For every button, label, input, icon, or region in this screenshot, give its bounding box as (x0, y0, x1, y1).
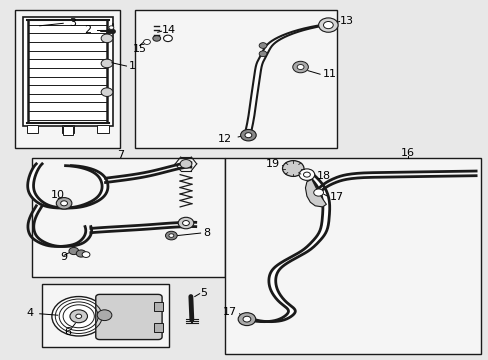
Circle shape (97, 310, 112, 320)
Circle shape (313, 189, 323, 196)
Circle shape (101, 59, 113, 68)
Text: 14: 14 (161, 25, 175, 35)
Text: 17: 17 (222, 307, 236, 317)
Text: 2: 2 (83, 26, 91, 35)
Circle shape (292, 61, 308, 73)
Circle shape (318, 18, 337, 32)
Text: 9: 9 (61, 252, 67, 262)
Circle shape (282, 161, 304, 176)
Circle shape (323, 22, 332, 29)
Circle shape (76, 250, 86, 257)
Circle shape (163, 35, 172, 41)
Circle shape (82, 252, 90, 257)
Bar (62, 126, 73, 134)
Circle shape (101, 88, 113, 96)
Circle shape (238, 313, 255, 325)
Circle shape (168, 234, 173, 237)
Bar (154, 302, 163, 311)
Circle shape (297, 64, 304, 69)
Bar (154, 323, 163, 332)
Circle shape (182, 221, 189, 226)
Text: 5: 5 (200, 288, 207, 298)
Circle shape (143, 40, 150, 44)
Text: 7: 7 (116, 150, 123, 160)
Circle shape (52, 297, 105, 336)
Bar (15, 10, 120, 148)
Text: 6: 6 (64, 327, 71, 337)
Circle shape (243, 316, 250, 322)
Bar (22, 17, 113, 126)
Text: 15: 15 (132, 44, 146, 54)
Circle shape (299, 169, 314, 180)
Circle shape (178, 217, 193, 229)
Circle shape (240, 130, 256, 141)
Text: 1: 1 (128, 61, 136, 71)
Polygon shape (305, 179, 326, 207)
Bar (97, 126, 109, 134)
Circle shape (165, 231, 177, 240)
Bar (32, 158, 224, 277)
Text: 4: 4 (26, 308, 33, 318)
Text: 12: 12 (218, 134, 232, 144)
Text: 3: 3 (69, 18, 76, 28)
Circle shape (109, 26, 114, 30)
Circle shape (244, 133, 251, 138)
Circle shape (180, 159, 191, 168)
Text: 10: 10 (51, 190, 65, 201)
Text: 8: 8 (203, 228, 210, 238)
Text: 17: 17 (329, 192, 343, 202)
Circle shape (259, 42, 266, 48)
Text: 18: 18 (316, 171, 330, 181)
Bar (26, 126, 38, 134)
Text: 13: 13 (339, 17, 353, 27)
Circle shape (259, 51, 266, 57)
Text: 16: 16 (400, 148, 414, 158)
Circle shape (153, 36, 160, 41)
Bar (63, 126, 73, 135)
Circle shape (69, 247, 79, 255)
Circle shape (56, 198, 72, 209)
FancyBboxPatch shape (96, 294, 162, 339)
Bar (224, 158, 480, 354)
Bar (135, 10, 336, 148)
Text: 19: 19 (265, 159, 279, 169)
Circle shape (70, 310, 87, 323)
Circle shape (61, 201, 67, 206)
Circle shape (303, 172, 310, 177)
Circle shape (76, 314, 81, 319)
Bar (42, 284, 168, 347)
Circle shape (101, 34, 113, 42)
Text: 11: 11 (322, 69, 336, 79)
